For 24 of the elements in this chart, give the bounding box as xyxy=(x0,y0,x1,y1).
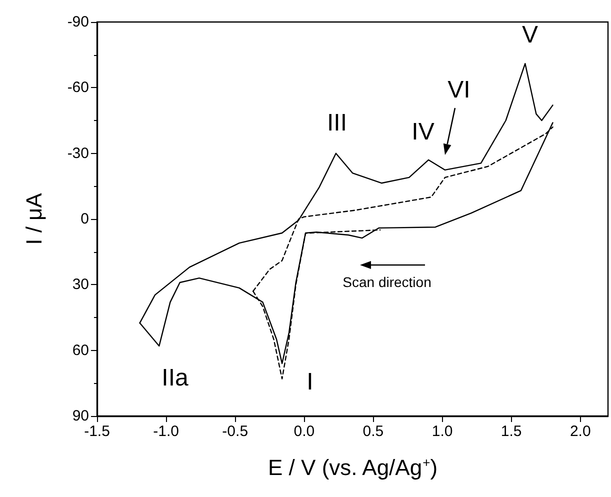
annotation: VI xyxy=(448,76,470,104)
annotation: V xyxy=(522,22,538,48)
x-tick-label: -0.5 xyxy=(222,423,248,440)
x-axis-title: E / V (vs. Ag/Ag+) xyxy=(268,455,438,480)
y-tick-label: 0 xyxy=(80,210,89,228)
y-tick-label: -30 xyxy=(67,144,89,162)
x-tick-label: -1.0 xyxy=(153,423,179,440)
x-tick-label: 2.0 xyxy=(570,423,591,440)
y-tick-label: -90 xyxy=(67,14,89,30)
annotation: I xyxy=(306,368,314,396)
y-axis-title: I / μA xyxy=(22,192,46,245)
x-tick-label: 1.0 xyxy=(432,423,453,440)
annotation: IIa xyxy=(162,364,189,392)
y-tick-label: 30 xyxy=(72,276,89,294)
annotation: Scan direction xyxy=(342,274,432,290)
x-tick-label: -1.5 xyxy=(84,423,110,440)
x-tick-label: 0.5 xyxy=(362,423,384,440)
annotation: IV xyxy=(412,118,434,146)
y-tick-label: 90 xyxy=(72,408,89,424)
x-tick-label: 0.0 xyxy=(294,423,315,440)
y-tick-label: -60 xyxy=(67,79,89,96)
y-tick-label: 60 xyxy=(72,342,89,359)
annotation: III xyxy=(326,110,348,136)
x-tick-label: 1.5 xyxy=(500,423,522,440)
